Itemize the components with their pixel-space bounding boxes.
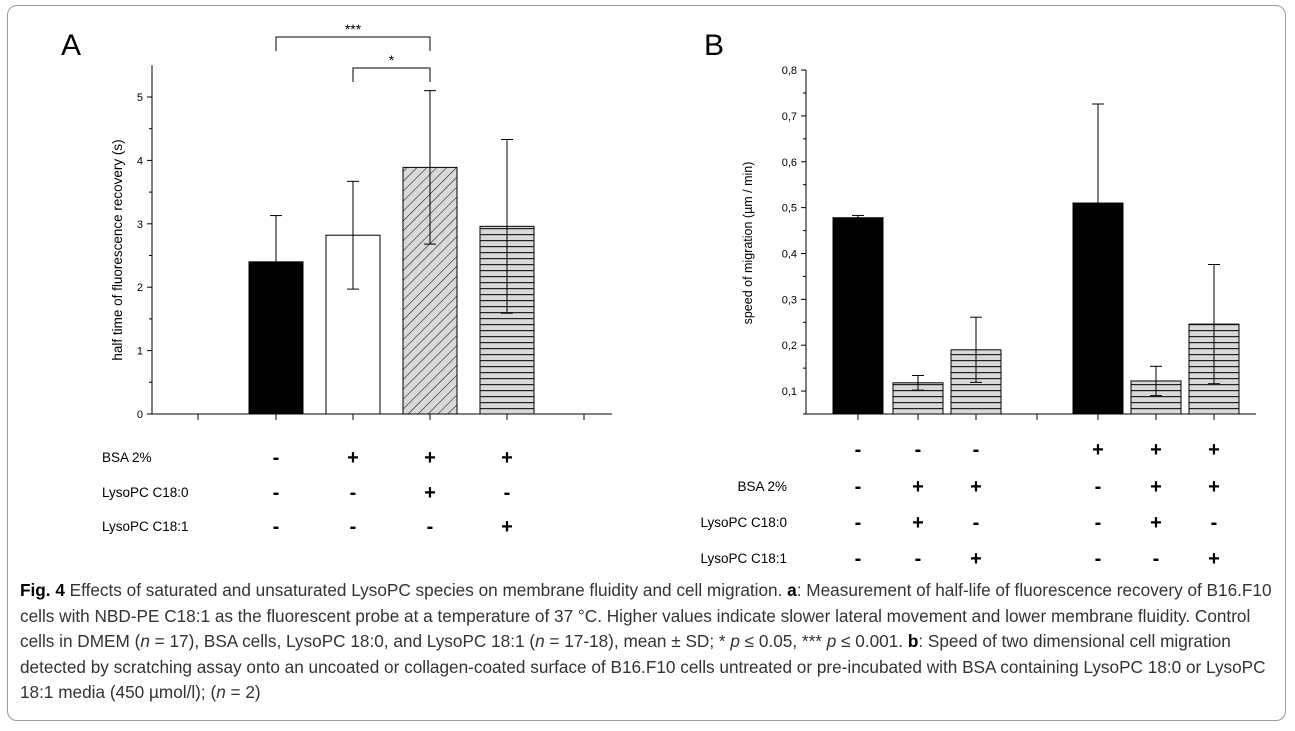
condition-mark: - [855,476,862,498]
condition-mark: - [1153,548,1160,570]
condition-mark: + [970,548,982,570]
panel-b-chart: 0,1 0,2 0,3 0,4 0,5 0,6 0,7 0,8 - - - + + + BSA 2% - + + -… [700,65,1256,570]
condition-row-label: LysoPC C18:0 [102,485,189,500]
condition-mark: + [1150,439,1162,461]
caption-p-symbol: p [730,631,740,651]
caption-n-symbol: n [140,631,150,651]
significance-label: *** [345,21,362,37]
y-tick-label: 0 [137,409,143,421]
condition-mark: + [970,476,982,498]
condition-mark: - [1095,548,1102,570]
panel-b-label: B [704,29,724,62]
condition-mark: - [1211,512,1218,534]
caption-part-a-n1: = 17), BSA cells, LysoPC 18:0, and LysoP… [150,631,535,651]
panel-b-y-axis-label: speed of migration (µm / min) [741,162,755,325]
condition-mark: - [915,439,922,461]
figure-caption: Fig. 4 Effects of saturated and unsatura… [20,578,1278,706]
caption-p-symbol: p [827,631,837,651]
panel-a-y-axis-label: half time of fluorescence recovery (s) [110,139,125,360]
condition-mark: - [427,516,434,538]
condition-row-label: BSA 2% [102,450,152,465]
condition-row-label: LysoPC C18:1 [102,519,189,534]
caption-part-a-p1: ≤ 0.05, *** [740,631,827,651]
condition-mark: - [504,482,511,504]
y-tick-label: 1 [137,346,143,358]
y-tick-label: 0,4 [782,248,797,260]
y-tick-label: 0,5 [782,203,797,215]
caption-part-b-n: = 2) [226,682,261,702]
caption-title: Effects of saturated and unsaturated Lys… [70,580,783,600]
condition-mark: + [912,512,924,534]
condition-mark: - [915,548,922,570]
y-tick-label: 0,8 [782,65,797,77]
condition-mark: - [973,439,980,461]
bar [833,218,883,414]
condition-mark: - [350,516,357,538]
caption-n-symbol: n [535,631,545,651]
caption-part-a-n2: = 17-18), mean ± SD; * [545,631,731,651]
y-tick-label: 0,3 [782,294,797,306]
condition-mark: + [1208,439,1220,461]
y-tick-label: 4 [137,155,143,167]
caption-n-symbol: n [216,682,226,702]
condition-mark: + [501,447,513,469]
condition-row-label: BSA 2% [737,479,787,494]
caption-part-a-label: a [787,580,797,600]
panel-a-label: A [61,29,81,62]
y-tick-label: 2 [137,282,143,294]
y-tick-label: 0,7 [782,111,797,123]
significance-bracket [353,68,430,82]
condition-mark: + [424,447,436,469]
y-tick-label: 3 [137,219,143,231]
condition-mark: - [273,482,280,504]
caption-part-a-p2: ≤ 0.001. [836,631,903,651]
significance-label: * [389,52,395,68]
y-tick-label: 5 [137,92,143,104]
condition-mark: + [1150,476,1162,498]
condition-mark: - [1095,476,1102,498]
condition-mark: + [912,476,924,498]
caption-label: Fig. 4 [20,580,65,600]
condition-mark: + [347,447,359,469]
y-tick-label: 0,2 [782,340,797,352]
condition-mark: - [273,447,280,469]
condition-row-label: LysoPC C18:1 [700,551,787,566]
condition-mark: + [1150,512,1162,534]
condition-mark: - [350,482,357,504]
y-tick-label: 0,6 [782,157,797,169]
condition-mark: + [1208,476,1220,498]
condition-mark: - [855,548,862,570]
y-tick-label: 0,1 [782,386,797,398]
caption-part-b-label: b [908,631,919,651]
condition-row-label: LysoPC C18:0 [700,515,787,530]
condition-mark: - [973,512,980,534]
condition-mark: - [1095,512,1102,534]
significance-bracket [276,37,430,51]
condition-mark: - [273,516,280,538]
condition-mark: + [424,482,436,504]
condition-mark: + [1208,548,1220,570]
condition-mark: - [855,439,862,461]
condition-mark: + [501,516,513,538]
condition-mark: + [1092,439,1104,461]
condition-mark: - [855,512,862,534]
